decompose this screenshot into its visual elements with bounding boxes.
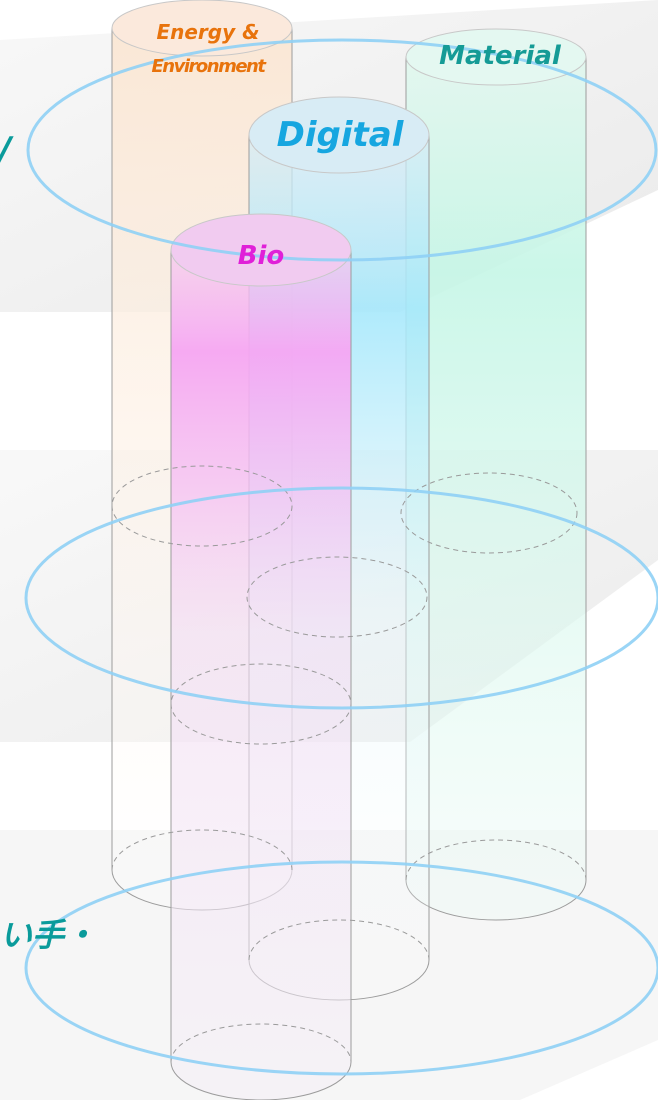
edge-text-top: /	[0, 130, 11, 171]
energy-label-line2: Environment	[152, 56, 268, 77]
edge-text-bottom: い手・	[0, 916, 97, 954]
bio-label: Bio	[238, 241, 285, 271]
dashed-ellipses	[111, 465, 587, 1063]
digital-label: Digital	[277, 115, 405, 155]
rings	[24, 38, 658, 1076]
pillar-bio	[170, 213, 352, 1100]
material-label: Material	[439, 41, 562, 71]
energy-label-line1: Energy &	[156, 20, 259, 44]
pillar-material	[405, 28, 587, 921]
